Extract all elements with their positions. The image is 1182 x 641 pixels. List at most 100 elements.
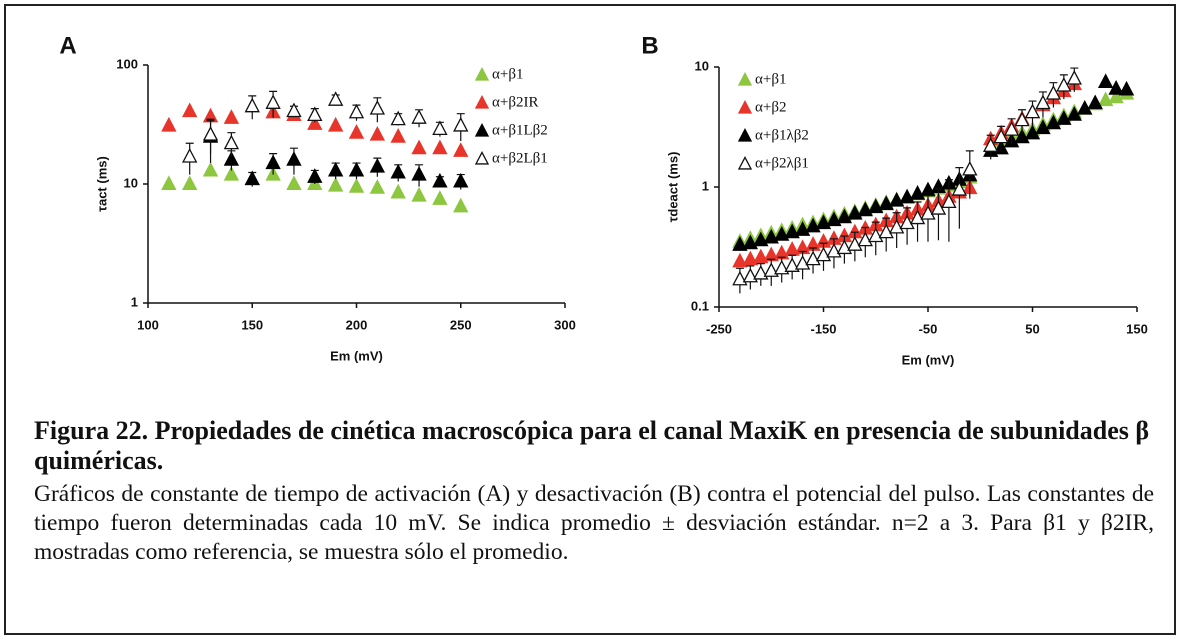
marker [1045, 85, 1062, 100]
marker [390, 110, 406, 126]
x-tick-label: -50 [919, 321, 938, 336]
legend-label: α+β2λβ1 [755, 155, 809, 171]
marker [983, 137, 999, 152]
marker [920, 181, 936, 197]
marker [244, 170, 260, 186]
x-tick-label: 250 [450, 317, 472, 332]
marker [1035, 119, 1051, 135]
marker [909, 209, 926, 225]
marker [993, 128, 1009, 144]
marker [453, 116, 469, 132]
marker [1108, 80, 1124, 95]
legend-label: α+β1 [755, 71, 786, 87]
marker [742, 250, 759, 266]
y-tick-label: 100 [116, 56, 138, 71]
caption-body: Gráficos de constante de tiempo de activ… [34, 481, 1154, 565]
marker [857, 231, 873, 247]
legend-marker [474, 150, 490, 165]
x-axis-label: Em (mV) [330, 348, 383, 363]
marker [784, 223, 800, 239]
x-tick-label: -250 [706, 321, 732, 336]
marker [286, 102, 302, 118]
marker [265, 94, 281, 109]
marker [348, 161, 365, 177]
marker [868, 227, 884, 243]
marker [411, 109, 427, 124]
legend-marker [737, 155, 753, 170]
x-tick-label: 50 [1025, 321, 1039, 336]
legend-marker [737, 99, 753, 114]
marker [763, 228, 779, 244]
caption: Figura 22. Propiedades de cinética macro… [34, 416, 1154, 567]
marker [432, 139, 448, 155]
marker [286, 175, 302, 191]
y-axis-label: τact (ms) [94, 156, 109, 212]
marker [899, 214, 915, 230]
marker [223, 165, 240, 181]
marker [962, 160, 978, 176]
marker [390, 128, 406, 143]
marker [223, 109, 240, 124]
marker [1087, 94, 1103, 110]
legend-marker [474, 122, 490, 137]
marker [307, 106, 323, 122]
panel-label: A [59, 32, 76, 59]
marker [432, 120, 448, 136]
marker [182, 175, 198, 191]
error-bar [944, 179, 953, 242]
y-axis-label: τdeact (ms) [665, 152, 680, 223]
caption-title: Figura 22. Propiedades de cinética macro… [34, 416, 1150, 475]
marker [432, 172, 448, 188]
marker [951, 181, 968, 196]
marker [369, 100, 386, 115]
marker [453, 172, 469, 188]
legend-label: α+β1Lβ2 [492, 122, 548, 138]
marker [327, 91, 344, 106]
marker [732, 236, 748, 251]
legend-marker [474, 66, 490, 81]
legend-marker [474, 94, 490, 109]
marker [1056, 76, 1072, 92]
x-tick-label: 200 [346, 317, 368, 332]
marker [411, 186, 427, 202]
panel-label: B [641, 32, 658, 59]
marker [432, 190, 448, 205]
marker [265, 154, 281, 170]
marker [1014, 128, 1030, 144]
marker [348, 124, 365, 139]
frame [4, 4, 1176, 635]
marker [202, 126, 219, 141]
marker [941, 193, 957, 209]
marker [784, 257, 800, 272]
marker [161, 116, 177, 132]
marker [794, 254, 811, 270]
marker [327, 161, 344, 177]
marker [805, 250, 821, 266]
marker [1024, 124, 1041, 140]
marker [1056, 110, 1072, 125]
marker [1097, 73, 1114, 89]
marker [1045, 114, 1062, 130]
marker [202, 161, 219, 177]
x-tick-label: 100 [137, 317, 159, 332]
marker [847, 236, 863, 251]
marker [1077, 100, 1093, 115]
marker [369, 158, 386, 173]
marker [307, 115, 323, 130]
x-tick-label: 150 [241, 317, 263, 332]
x-tick-label: -150 [810, 321, 836, 336]
legend-label: α+β1 [492, 66, 523, 82]
marker [327, 116, 344, 132]
x-tick-label: 300 [554, 317, 576, 332]
marker [369, 126, 386, 141]
marker [1118, 80, 1135, 96]
marker [182, 102, 198, 118]
y-tick-label: 0.1 [691, 298, 709, 313]
marker [1066, 70, 1082, 85]
x-tick-label: 150 [1126, 321, 1148, 336]
marker [920, 205, 936, 220]
x-axis-label: Em (mV) [902, 352, 955, 367]
marker [1003, 121, 1020, 136]
marker [390, 183, 406, 199]
